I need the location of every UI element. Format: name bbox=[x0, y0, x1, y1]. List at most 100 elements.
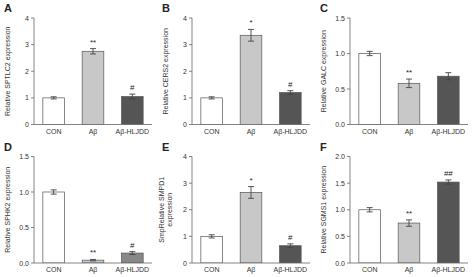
x-tick-label: Aβ bbox=[89, 128, 98, 136]
error-bar-stem bbox=[369, 51, 370, 55]
y-tick bbox=[347, 124, 350, 125]
x-tick-label: Aβ-HLJDD bbox=[432, 266, 466, 274]
y-axis-label-line: Relative CERS2 expression bbox=[162, 28, 170, 114]
plot-area bbox=[201, 29, 301, 124]
y-tick bbox=[347, 263, 350, 264]
error-bar-cap bbox=[367, 51, 373, 52]
error-bar bbox=[209, 97, 215, 99]
figure: ARelative SPTLC2 expression01234**#CONAβ… bbox=[0, 0, 474, 277]
error-bar-cap bbox=[51, 194, 57, 195]
bar bbox=[438, 76, 460, 124]
y-axis-line bbox=[192, 157, 193, 264]
error-bar-cap bbox=[367, 207, 373, 208]
annotation: ** bbox=[406, 68, 412, 77]
y-tick bbox=[31, 124, 34, 125]
x-axis-line bbox=[192, 263, 310, 264]
y-axis-label-line: Relative SPHK2 expression bbox=[4, 167, 12, 253]
y-tick-label: 3 bbox=[183, 180, 187, 187]
bar bbox=[43, 192, 65, 263]
y-axis-label: Relative SPTLC2 expression bbox=[4, 26, 12, 116]
error-bar-cap bbox=[209, 98, 215, 99]
error-bar-cap bbox=[248, 41, 254, 42]
y-tick bbox=[189, 183, 192, 184]
error-bar-stem bbox=[448, 73, 449, 80]
bar bbox=[398, 223, 420, 263]
y-tick-label: 1.0 bbox=[335, 206, 345, 213]
panel: ESmpRelative SMPD1expression01234*#CONAβ… bbox=[158, 141, 311, 275]
error-bar-cap bbox=[406, 79, 412, 80]
y-tick bbox=[31, 71, 34, 72]
annotation: # bbox=[288, 80, 293, 89]
y-axis-label: SmpRelative SMPD1expression bbox=[158, 177, 174, 243]
error-bar-cap bbox=[129, 98, 135, 99]
bar bbox=[438, 182, 460, 263]
y-axis-label-line: Relative SPTLC2 expression bbox=[4, 26, 12, 116]
annotation: * bbox=[249, 18, 252, 27]
y-axis-label-line: Relative SGMS1 expression bbox=[320, 166, 328, 254]
annotation: * bbox=[249, 176, 252, 185]
error-bar-cap bbox=[129, 251, 135, 252]
y-tick bbox=[31, 18, 34, 19]
y-tick-label: 1 bbox=[25, 94, 29, 101]
y-tick bbox=[347, 209, 350, 210]
y-axis-label-line: expression bbox=[166, 193, 174, 227]
error-bar bbox=[367, 208, 373, 212]
error-bar-stem bbox=[369, 208, 370, 212]
error-bar-stem bbox=[93, 49, 94, 54]
error-bar-cap bbox=[90, 53, 96, 54]
error-bar-cap bbox=[248, 186, 254, 187]
error-bar bbox=[90, 259, 96, 260]
panel-label: D bbox=[4, 141, 12, 153]
bar bbox=[82, 260, 104, 263]
bar bbox=[359, 54, 381, 125]
y-tick bbox=[347, 53, 350, 54]
x-tick-label: Aβ-HLJDD bbox=[274, 266, 308, 274]
x-tick-label: Aβ bbox=[89, 266, 98, 274]
x-axis-line bbox=[350, 263, 468, 264]
plot-area bbox=[359, 180, 459, 263]
error-bar bbox=[129, 252, 135, 255]
error-bar bbox=[406, 220, 412, 226]
y-tick bbox=[31, 227, 34, 228]
y-tick bbox=[31, 192, 34, 193]
bar bbox=[43, 98, 65, 125]
y-tick-label: 3 bbox=[25, 41, 29, 48]
y-tick-label: 2 bbox=[183, 206, 187, 213]
error-bar-cap bbox=[287, 90, 293, 91]
y-tick bbox=[347, 18, 350, 19]
x-tick-label: Aβ-HLJDD bbox=[274, 128, 308, 136]
x-tick-label: CON bbox=[204, 266, 220, 273]
x-tick-label: CON bbox=[362, 266, 378, 273]
annotation: # bbox=[130, 241, 135, 250]
error-bar bbox=[51, 97, 57, 99]
x-tick-label: Aβ bbox=[247, 128, 256, 136]
x-tick-label: CON bbox=[46, 266, 62, 273]
y-tick-label: 1.5 bbox=[19, 153, 29, 160]
panel-label: A bbox=[4, 2, 12, 14]
error-bar-stem bbox=[290, 244, 291, 248]
error-bar-stem bbox=[211, 235, 212, 238]
x-axis-line bbox=[34, 124, 152, 125]
y-axis-label: Relative CERS2 expression bbox=[162, 28, 170, 114]
bar bbox=[240, 35, 262, 124]
y-axis-label-line: Relative GALC expression bbox=[320, 30, 328, 112]
y-tick-label: 1.0 bbox=[19, 189, 29, 196]
x-tick-label: CON bbox=[204, 128, 220, 135]
error-bar-cap bbox=[445, 179, 451, 180]
bar bbox=[280, 93, 302, 125]
y-tick bbox=[347, 183, 350, 184]
panel-label: E bbox=[162, 141, 169, 153]
panel-label: C bbox=[320, 2, 328, 14]
y-tick-label: 3 bbox=[183, 41, 187, 48]
y-tick-label: 0 bbox=[183, 260, 187, 267]
y-tick bbox=[189, 44, 192, 45]
y-axis-label: Relative SGMS1 expression bbox=[320, 166, 328, 254]
error-bar-stem bbox=[53, 190, 54, 194]
plot-area bbox=[201, 187, 301, 263]
error-bar bbox=[367, 51, 373, 55]
error-bar bbox=[248, 187, 254, 199]
y-tick bbox=[189, 18, 192, 19]
bar bbox=[82, 51, 104, 124]
bar bbox=[398, 83, 420, 124]
error-bar-cap bbox=[287, 247, 293, 248]
